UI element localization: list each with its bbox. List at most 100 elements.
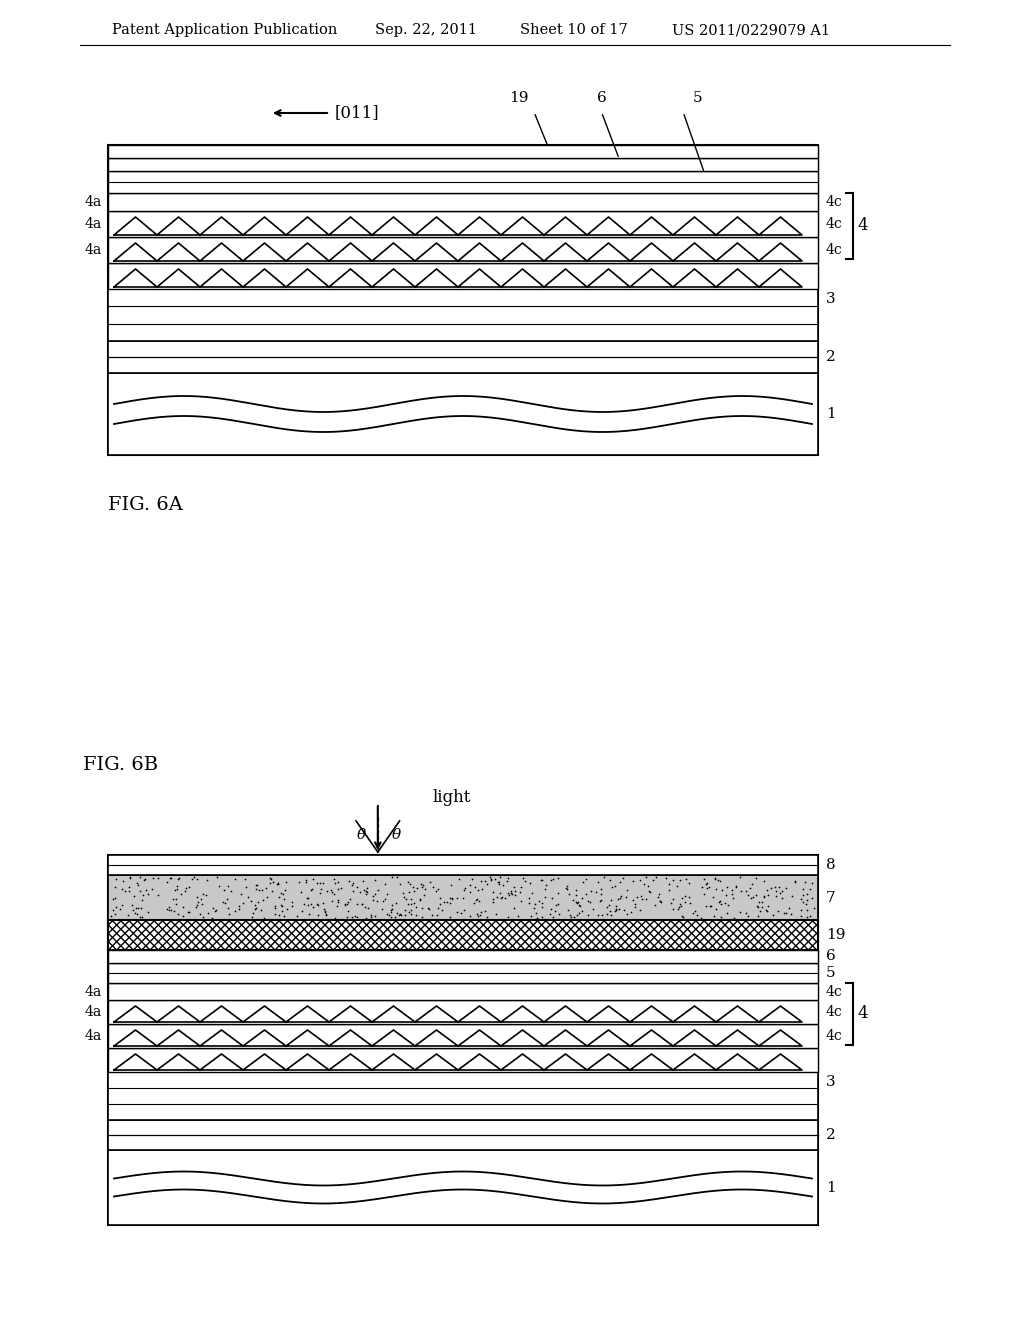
- Point: [695, 869, 712, 890]
- Point: [226, 900, 243, 921]
- Point: [550, 894, 566, 915]
- Point: [267, 896, 284, 917]
- Point: [164, 888, 180, 909]
- Point: [795, 891, 811, 912]
- Point: [608, 899, 625, 920]
- Point: [714, 879, 730, 900]
- Point: [596, 867, 612, 888]
- Point: [632, 869, 648, 890]
- Point: [256, 907, 272, 928]
- Point: [379, 903, 395, 924]
- Point: [172, 883, 188, 904]
- Point: [329, 895, 345, 916]
- Point: [135, 884, 152, 906]
- Point: [457, 878, 473, 899]
- Point: [270, 874, 287, 895]
- Point: [340, 891, 356, 912]
- Point: [754, 896, 770, 917]
- Point: [390, 904, 407, 925]
- Point: [710, 870, 726, 891]
- Point: [144, 867, 161, 888]
- Point: [121, 876, 137, 898]
- Point: [317, 903, 334, 924]
- Point: [291, 871, 307, 892]
- Point: [159, 899, 175, 920]
- Text: θ: θ: [356, 828, 366, 842]
- Point: [599, 896, 615, 917]
- Point: [247, 899, 263, 920]
- Point: [304, 896, 321, 917]
- Point: [617, 886, 634, 907]
- Point: [547, 900, 563, 921]
- Point: [444, 888, 461, 909]
- Bar: [108, 158, 818, 172]
- Point: [561, 883, 578, 904]
- Point: [377, 888, 393, 909]
- Point: [551, 903, 567, 924]
- Point: [708, 867, 724, 888]
- Point: [750, 896, 766, 917]
- Point: [121, 880, 137, 902]
- Point: [248, 898, 264, 919]
- Point: [522, 873, 539, 894]
- Point: [273, 895, 290, 916]
- Point: [370, 891, 386, 912]
- Point: [677, 886, 693, 907]
- Point: [802, 879, 818, 900]
- Point: [672, 894, 688, 915]
- Point: [357, 907, 374, 928]
- Text: 1: 1: [826, 407, 836, 421]
- Point: [796, 884, 812, 906]
- Bar: [108, 238, 818, 263]
- Point: [211, 876, 227, 898]
- Point: [185, 867, 202, 888]
- Point: [341, 871, 357, 892]
- Text: 4a: 4a: [85, 243, 102, 257]
- Point: [129, 873, 145, 894]
- Point: [339, 894, 355, 915]
- Point: [330, 871, 346, 892]
- Point: [408, 904, 424, 925]
- Point: [512, 882, 528, 903]
- Bar: [108, 211, 818, 238]
- Point: [105, 888, 122, 909]
- Point: [471, 890, 487, 911]
- Point: [535, 892, 551, 913]
- Point: [774, 880, 791, 902]
- Point: [339, 907, 355, 928]
- Point: [625, 871, 641, 892]
- Point: [510, 906, 526, 927]
- Point: [669, 875, 685, 896]
- Point: [388, 892, 404, 913]
- Text: θ: θ: [392, 828, 401, 842]
- Point: [574, 900, 591, 921]
- Point: [583, 880, 599, 902]
- Point: [337, 894, 353, 915]
- Point: [759, 902, 775, 923]
- Point: [434, 899, 451, 920]
- Point: [205, 898, 221, 919]
- Point: [763, 876, 779, 898]
- Point: [507, 880, 523, 902]
- Point: [309, 894, 326, 915]
- Point: [532, 870, 549, 891]
- Point: [163, 899, 179, 920]
- Point: [594, 904, 610, 925]
- Point: [698, 873, 715, 894]
- Point: [799, 899, 815, 920]
- Point: [248, 879, 264, 900]
- Point: [324, 891, 340, 912]
- Point: [724, 883, 740, 904]
- Point: [273, 895, 290, 916]
- Point: [195, 907, 211, 928]
- Point: [367, 870, 383, 891]
- Bar: [108, 920, 818, 950]
- Point: [409, 878, 425, 899]
- Point: [177, 878, 194, 899]
- Point: [698, 878, 715, 899]
- Point: [402, 903, 419, 924]
- Point: [180, 902, 197, 923]
- Point: [501, 907, 517, 928]
- Point: [530, 890, 547, 911]
- Point: [737, 880, 754, 902]
